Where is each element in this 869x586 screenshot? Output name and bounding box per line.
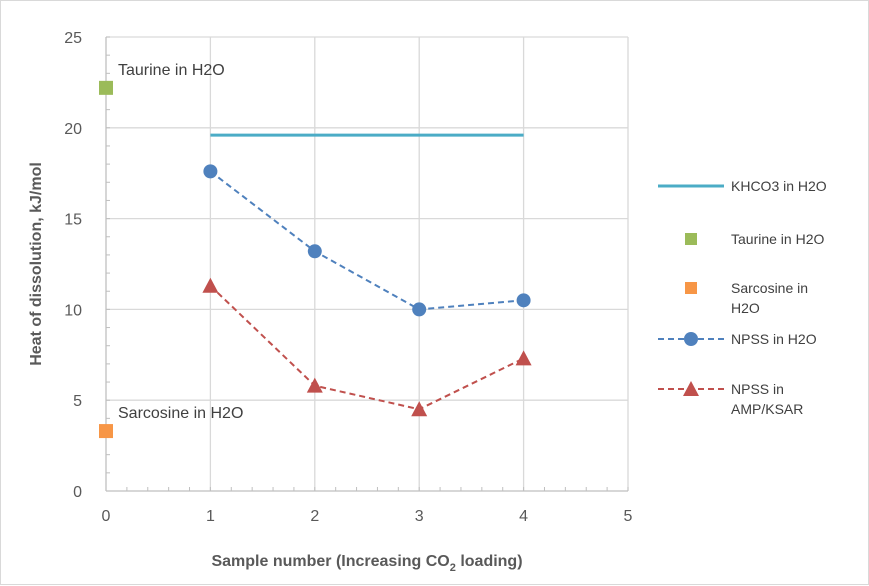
y-tick-label: 20 xyxy=(64,121,82,138)
legend-label: KHCO3 in H2O xyxy=(731,178,827,194)
y-tick-label: 0 xyxy=(73,484,82,501)
series-line-npss-in-amp-ksar xyxy=(209,285,525,411)
x-tick-label: 4 xyxy=(519,508,528,525)
legend-label: NPSS in xyxy=(731,381,784,397)
legend-label: H2O xyxy=(731,300,760,316)
annotation-label: Taurine in H2O xyxy=(118,62,225,79)
data-point-npss-in-amp-ksar xyxy=(306,377,323,393)
data-point-npss-in-h2o xyxy=(307,244,322,259)
x-axis-title-tail: loading) xyxy=(456,553,523,570)
data-point-npss-in-h2o xyxy=(516,293,531,308)
legend-label: Sarcosine in xyxy=(731,280,808,296)
y-axis-title: Heat of dissolution, kJ/mol xyxy=(28,162,45,366)
x-tick-label: 3 xyxy=(415,508,424,525)
x-tick-label: 1 xyxy=(206,508,215,525)
legend-marker-npss-in-amp-ksar xyxy=(683,381,699,396)
y-tick-label: 5 xyxy=(73,393,82,410)
legend-label: AMP/KSAR xyxy=(731,401,803,417)
legend-label: Taurine in H2O xyxy=(731,231,824,247)
data-point-npss-in-amp-ksar xyxy=(515,350,532,366)
data-point-npss-in-h2o xyxy=(412,302,427,317)
x-tick-label: 5 xyxy=(624,508,633,525)
legend-label: NPSS in H2O xyxy=(731,331,817,347)
y-tick-label: 10 xyxy=(64,302,82,319)
annotation-label: Sarcosine in H2O xyxy=(118,405,243,422)
data-point-npss-in-amp-ksar xyxy=(411,401,428,417)
data-point-sarcosine-in-h2o xyxy=(99,424,113,439)
legend-marker-sarcosine-in-h2o xyxy=(685,282,697,294)
data-point-npss-in-h2o xyxy=(203,164,218,179)
data-point-npss-in-amp-ksar xyxy=(202,277,219,293)
x-tick-label: 0 xyxy=(102,508,111,525)
data-point-taurine-in-h2o xyxy=(99,80,113,95)
series-line-npss-in-h2o xyxy=(209,170,524,311)
y-tick-label: 15 xyxy=(64,212,82,229)
x-axis-title-subscript: 2 xyxy=(450,562,456,574)
x-axis-title: Sample number (Increasing CO2 loading) xyxy=(211,553,522,574)
x-tick-label: 2 xyxy=(310,508,319,525)
y-tick-label: 25 xyxy=(64,30,82,47)
x-axis-title-main: Sample number (Increasing CO xyxy=(211,553,449,570)
legend-marker-taurine-in-h2o xyxy=(685,233,697,245)
legend-marker-npss-in-h2o xyxy=(684,332,698,346)
